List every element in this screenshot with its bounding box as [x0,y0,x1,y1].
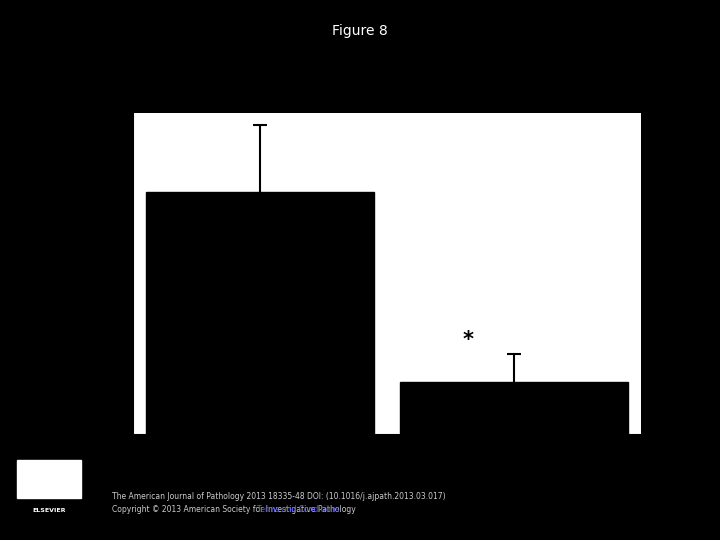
Text: Figure 8: Figure 8 [332,24,388,38]
Text: Copyright © 2013 American Society for Investigative Pathology: Copyright © 2013 American Society for In… [112,505,358,514]
Text: The American Journal of Pathology 2013 18335-48 DOI: (10.1016/j.ajpath.2013.03.0: The American Journal of Pathology 2013 1… [112,492,445,502]
Text: ELSEVIER: ELSEVIER [32,508,66,512]
Bar [17,461,81,498]
Text: *: * [463,330,474,350]
Bar [400,382,628,435]
Y-axis label: SPDEF mRNA Expression: SPDEF mRNA Expression [78,168,92,380]
Bar [146,192,374,435]
Text: Terms and Conditions: Terms and Conditions [257,505,339,514]
